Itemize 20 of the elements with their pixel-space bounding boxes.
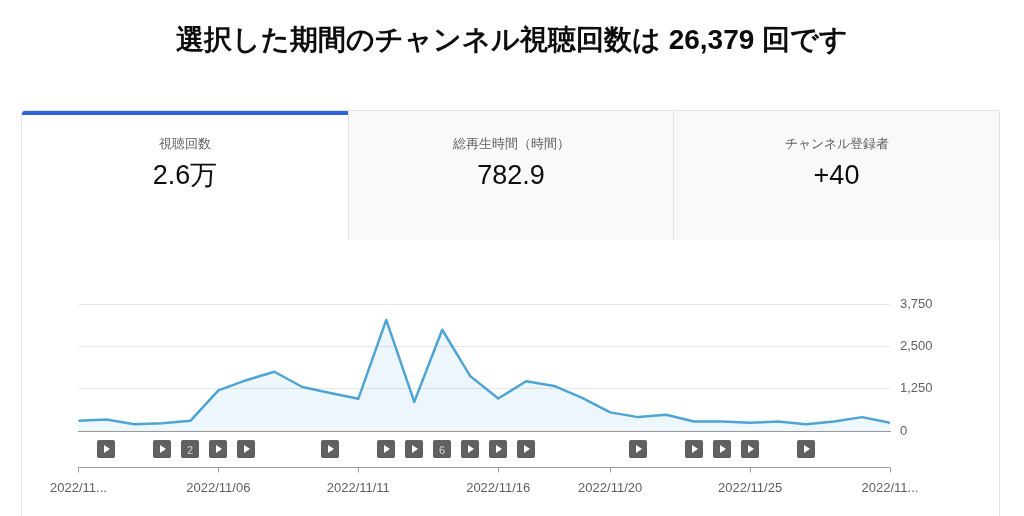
x-tick-label: 2022/11/11 [326, 480, 390, 496]
x-tick-label: 2022/11/06 [186, 480, 251, 496]
text: 視聴回数 [159, 136, 211, 151]
text: 2.6万 [152, 160, 218, 190]
text: 総再生時間（時間） [452, 136, 570, 151]
y-tick-label: 0 [900, 422, 908, 438]
x-tick-label: 2022/11/16 [466, 480, 531, 496]
text: +40 [813, 160, 860, 190]
x-tick-label: 2022/11... [861, 480, 919, 496]
x-tick-label: 2022/11... [49, 480, 107, 496]
count-badge: 6 [433, 440, 451, 458]
x-tick-label: 2022/11/25 [718, 480, 783, 496]
text: 782.9 [477, 160, 545, 190]
y-tick-label: 3,750 [900, 295, 933, 311]
y-tick-label: 1,250 [900, 380, 933, 396]
y-tick-label: 2,500 [900, 337, 933, 353]
count-badge: 2 [181, 440, 199, 458]
chart-title: 選択した期間のチャンネル視聴回数は 26,379 回です [175, 24, 849, 55]
text: チャンネル登録者 [784, 136, 889, 151]
x-tick-label: 2022/11/20 [578, 480, 643, 496]
